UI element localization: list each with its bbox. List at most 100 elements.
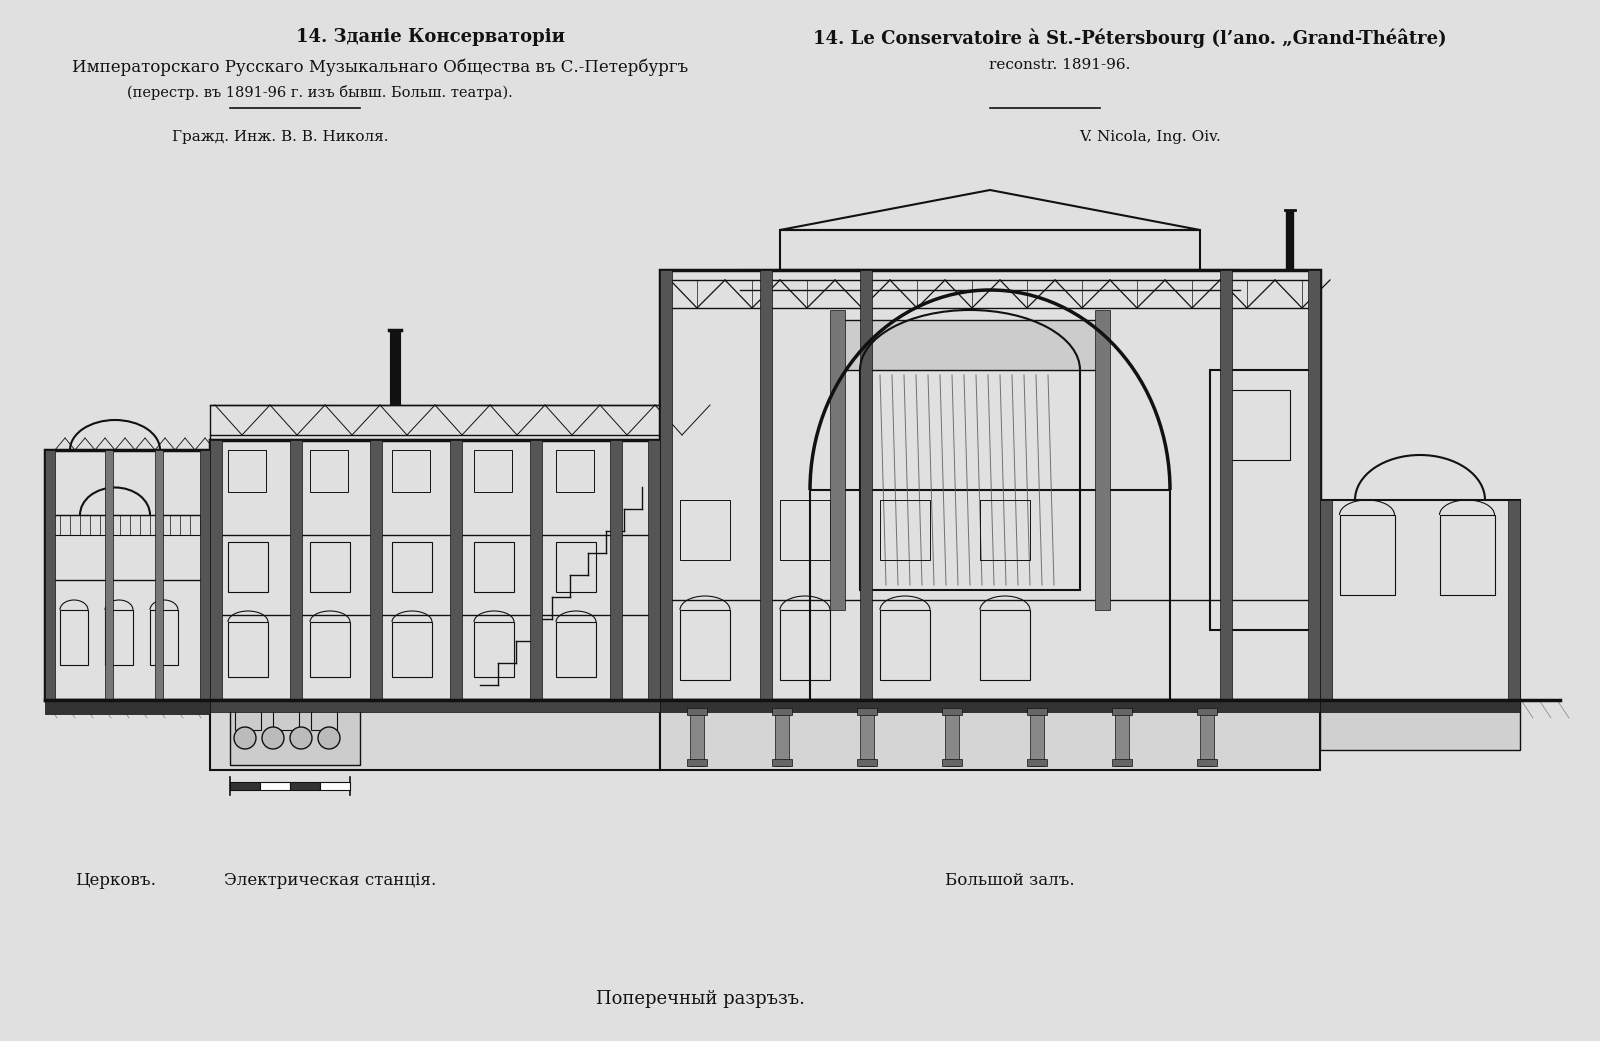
Bar xyxy=(979,610,1030,680)
Bar xyxy=(1440,515,1494,595)
Circle shape xyxy=(234,727,256,750)
Bar xyxy=(1230,390,1290,460)
Bar xyxy=(557,623,595,677)
Bar xyxy=(661,270,672,700)
Bar xyxy=(781,610,830,680)
Bar xyxy=(155,450,163,700)
Bar xyxy=(979,500,1030,560)
Bar xyxy=(557,450,594,492)
Bar xyxy=(610,440,622,700)
Bar xyxy=(290,782,320,790)
Bar xyxy=(760,270,771,700)
Text: Большой залъ.: Большой залъ. xyxy=(946,872,1075,889)
Bar xyxy=(290,440,302,700)
Bar xyxy=(858,708,877,715)
Bar xyxy=(771,759,792,766)
Bar xyxy=(774,708,789,766)
Bar xyxy=(946,708,958,766)
Bar xyxy=(474,450,512,492)
Circle shape xyxy=(290,727,312,750)
Bar xyxy=(45,450,210,700)
Bar xyxy=(781,230,1200,270)
Bar xyxy=(686,708,707,715)
Bar xyxy=(861,370,1080,590)
Bar xyxy=(830,310,845,610)
Text: Гражд. Инж. В. В. Николя.: Гражд. Инж. В. В. Николя. xyxy=(171,130,389,144)
Bar xyxy=(310,450,349,492)
Bar xyxy=(661,700,1320,712)
Text: Церковъ.: Церковъ. xyxy=(75,872,155,889)
Bar xyxy=(229,450,266,492)
Bar xyxy=(310,542,350,592)
Bar xyxy=(1320,700,1520,750)
Bar xyxy=(320,782,350,790)
Bar xyxy=(1507,500,1520,700)
Bar xyxy=(880,610,930,680)
Text: Электрическая станція.: Электрическая станція. xyxy=(224,872,437,889)
Bar xyxy=(106,610,133,665)
Bar xyxy=(1210,370,1310,630)
Bar xyxy=(230,705,360,765)
Bar xyxy=(150,610,178,665)
Bar xyxy=(370,440,382,700)
Bar xyxy=(1320,500,1520,700)
Bar xyxy=(61,610,88,665)
Bar xyxy=(1221,270,1232,700)
Text: 14. Le Conservatoire à St.-Pétersbourg (l’ano. „Grand-Théâtre): 14. Le Conservatoire à St.-Pétersbourg (… xyxy=(813,28,1446,48)
Bar xyxy=(235,708,261,730)
Bar xyxy=(1030,708,1043,766)
Bar xyxy=(474,623,514,677)
Bar xyxy=(861,270,872,700)
Bar xyxy=(661,700,1320,770)
Bar xyxy=(880,500,930,560)
Bar xyxy=(1027,708,1046,715)
Bar xyxy=(771,708,792,715)
Bar xyxy=(1112,708,1133,715)
Bar xyxy=(392,542,432,592)
Bar xyxy=(274,708,299,730)
Bar xyxy=(229,623,269,677)
Bar xyxy=(229,542,269,592)
Bar xyxy=(690,708,704,766)
Bar xyxy=(1320,500,1331,700)
Bar xyxy=(450,440,462,700)
Circle shape xyxy=(262,727,285,750)
Text: (перестр. въ 1891-96 г. изъ бывш. Больш. театра).: (перестр. въ 1891-96 г. изъ бывш. Больш.… xyxy=(126,85,514,100)
Bar xyxy=(661,270,1320,700)
Bar xyxy=(1112,759,1133,766)
Bar xyxy=(557,542,595,592)
Bar xyxy=(1115,708,1130,766)
Bar xyxy=(942,708,962,715)
Bar xyxy=(310,623,350,677)
Bar xyxy=(392,623,432,677)
Bar xyxy=(1309,270,1320,700)
Bar xyxy=(686,759,707,766)
Bar xyxy=(210,700,661,712)
Bar xyxy=(840,320,1101,370)
Text: reconstr. 1891-96.: reconstr. 1891-96. xyxy=(989,58,1131,72)
Bar xyxy=(200,450,210,700)
Bar xyxy=(210,700,661,770)
Bar xyxy=(810,490,1170,700)
Bar xyxy=(392,450,430,492)
Text: Императорскаго Русскаго Музыкальнаго Общества въ С.-Петербургъ: Императорскаго Русскаго Музыкальнаго Общ… xyxy=(72,58,688,76)
Bar xyxy=(1197,759,1218,766)
Bar xyxy=(1094,310,1110,610)
Text: V. Nicola, Ing. Oiv.: V. Nicola, Ing. Oiv. xyxy=(1078,130,1221,144)
Bar xyxy=(106,450,114,700)
Text: Поперечный разръзъ.: Поперечный разръзъ. xyxy=(595,990,805,1008)
Bar xyxy=(942,759,962,766)
Text: 14. Зданіе Консерваторіи: 14. Зданіе Консерваторіи xyxy=(296,28,565,46)
Bar xyxy=(648,440,661,700)
Bar xyxy=(210,405,661,440)
Bar xyxy=(1200,708,1214,766)
Bar xyxy=(858,759,877,766)
Bar xyxy=(861,708,874,766)
Bar xyxy=(680,610,730,680)
Bar xyxy=(781,500,830,560)
Bar xyxy=(210,440,661,700)
Bar xyxy=(1027,759,1046,766)
Bar xyxy=(45,700,210,714)
Bar xyxy=(530,440,542,700)
Bar xyxy=(230,782,259,790)
